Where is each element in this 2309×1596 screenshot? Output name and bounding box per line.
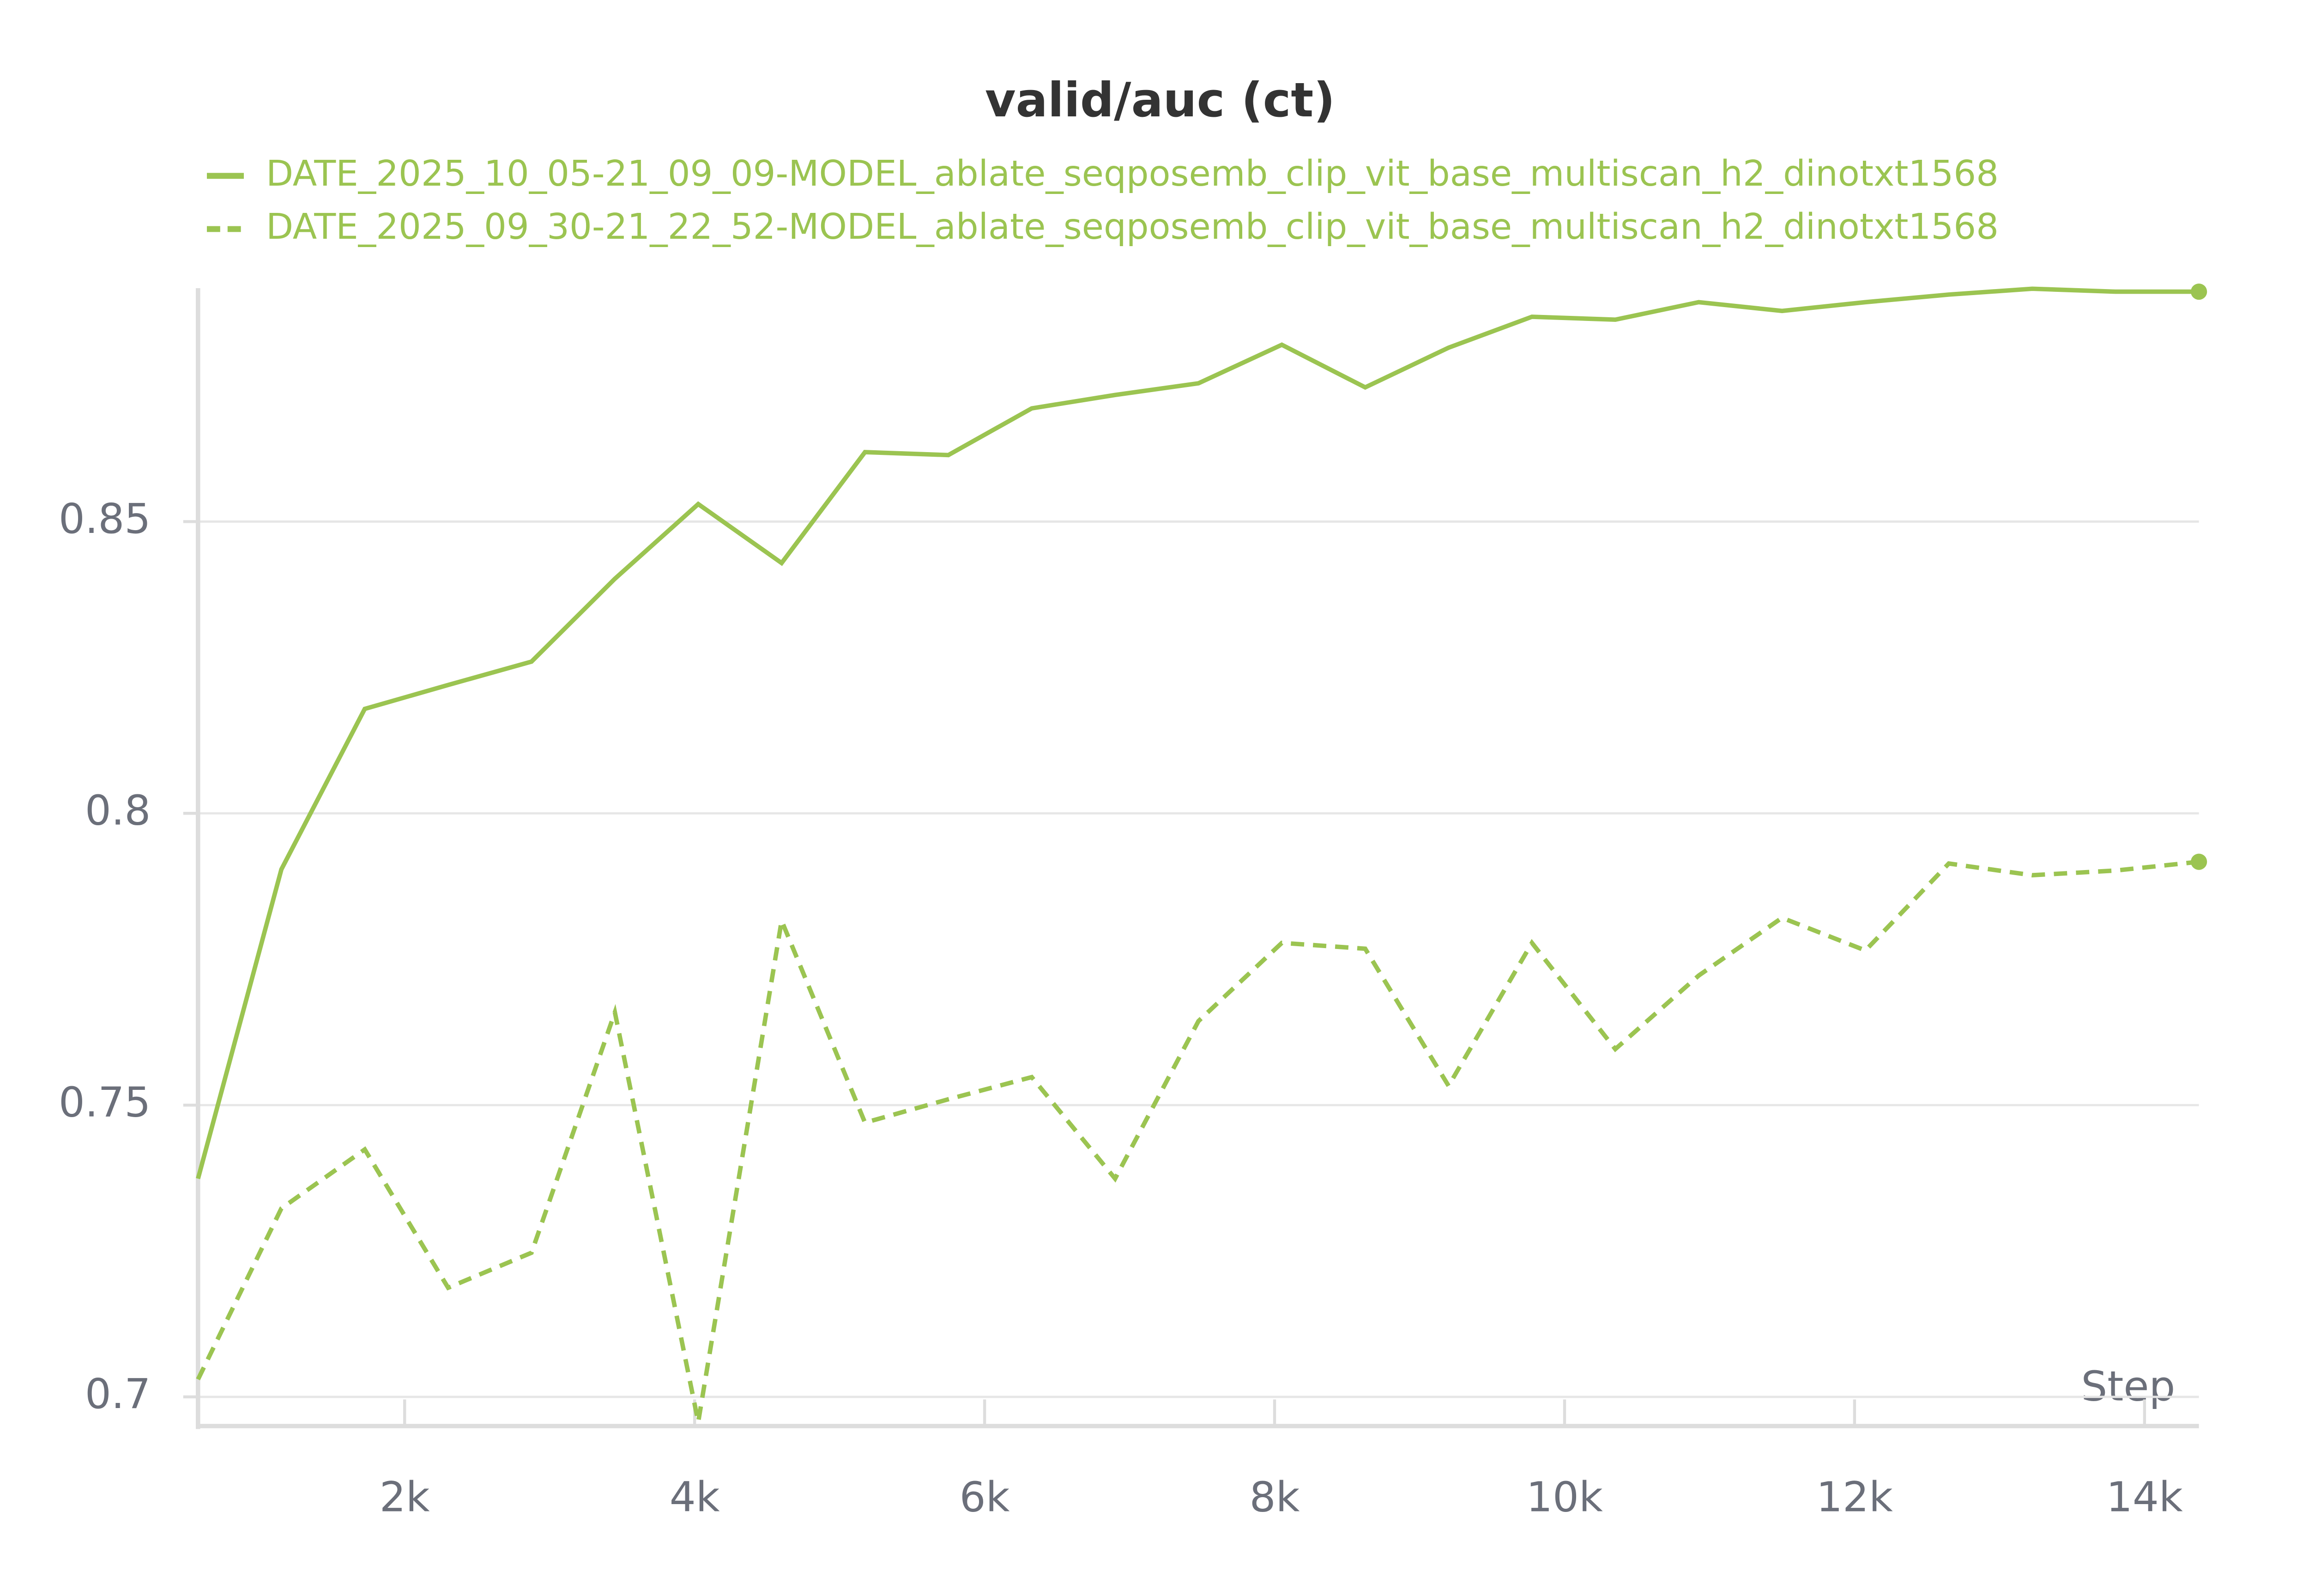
x-axis-label: Step xyxy=(2081,1362,2175,1410)
y-tick-label: 0.8 xyxy=(85,787,151,835)
x-tick-label: 14k xyxy=(2106,1473,2183,1521)
x-tick-label: 12k xyxy=(1816,1473,1893,1521)
x-tick-label: 8k xyxy=(1250,1473,1300,1521)
legend-label: DATE_2025_10_05-21_09_09-MODEL_ablate_se… xyxy=(266,153,1999,194)
end-point xyxy=(2191,853,2207,870)
x-tick-label: 10k xyxy=(1526,1473,1603,1521)
x-tick-label: 2k xyxy=(380,1473,430,1521)
x-tick-label: 6k xyxy=(960,1473,1010,1521)
series-line xyxy=(196,286,2199,1179)
series-line xyxy=(196,859,2200,1423)
chart-title: valid/auc (ct) xyxy=(985,73,1335,128)
x-tick-label: 4k xyxy=(670,1473,720,1521)
y-tick-label: 0.7 xyxy=(85,1370,151,1418)
end-point xyxy=(2191,283,2207,300)
y-tick-label: 0.85 xyxy=(59,495,151,543)
legend-label: DATE_2025_09_30-21_22_52-MODEL_ablate_se… xyxy=(266,206,1999,248)
y-tick-label: 0.75 xyxy=(59,1078,151,1126)
